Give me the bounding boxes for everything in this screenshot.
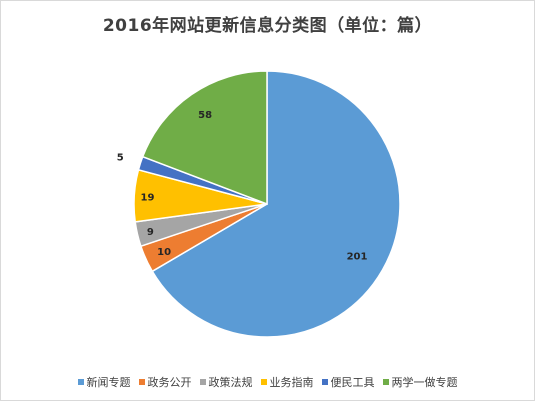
- legend-swatch: [321, 379, 328, 385]
- data-label-2: 10: [157, 247, 171, 258]
- legend-label: 业务指南: [269, 376, 314, 389]
- legend-item-3: 政策法规: [199, 374, 253, 390]
- data-label-6: 58: [198, 110, 212, 121]
- legend-item-5: 便民工具: [321, 374, 375, 390]
- legend-swatch: [260, 379, 267, 385]
- legend-swatch: [77, 379, 84, 385]
- data-label-4: 19: [141, 193, 155, 204]
- legend-item-4: 业务指南: [260, 374, 314, 390]
- legend-label: 便民工具: [330, 376, 375, 389]
- legend-item-1: 新闻专题: [77, 374, 131, 390]
- legend-label: 政策法规: [208, 376, 253, 389]
- data-label-1: 201: [347, 252, 368, 263]
- chart-title: 2016年网站更新信息分类图（单位：篇）: [102, 16, 433, 36]
- legend-item-2: 政务公开: [138, 374, 192, 390]
- data-label-5: 5: [117, 153, 124, 164]
- data-label-3: 9: [147, 227, 154, 238]
- legend-swatch: [382, 379, 389, 385]
- chart-legend: 新闻专题 政务公开 政策法规 业务指南 便民工具 两学一做专题: [1, 374, 534, 390]
- legend-label: 新闻专题: [86, 376, 131, 389]
- legend-item-6: 两学一做专题: [382, 374, 458, 390]
- legend-label: 两学一做专题: [391, 376, 458, 389]
- legend-label: 政务公开: [147, 376, 192, 389]
- pie-slice-1: [151, 70, 401, 338]
- pie-slice-6: [141, 70, 268, 206]
- legend-swatch: [138, 379, 145, 385]
- legend-swatch: [199, 379, 206, 385]
